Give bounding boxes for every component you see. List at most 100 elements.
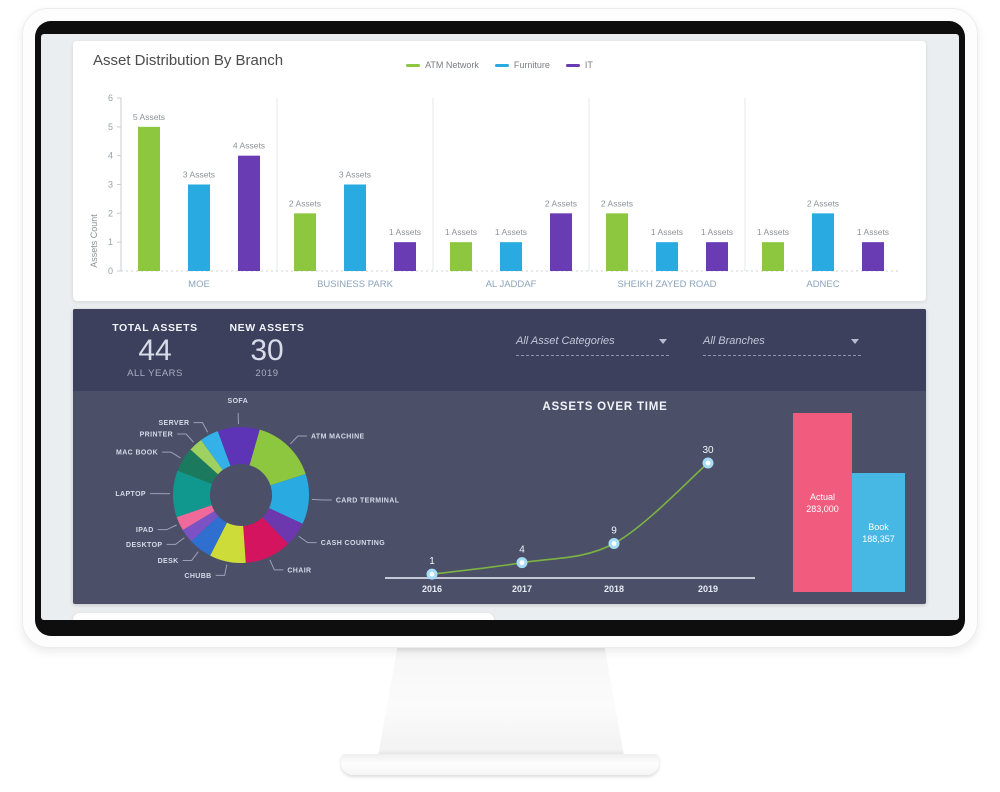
kpi-total-assets: TOTAL ASSETS 44 ALL YEARS bbox=[90, 322, 220, 379]
branch-label: ADNEC bbox=[806, 279, 839, 290]
asset-type-donut-chart: SOFA ATM MACHINE CARD TERMINAL CASH COUNTIN… bbox=[115, 398, 400, 580]
monitor-bezel: Asset Distribution By Branch ATM Network… bbox=[35, 21, 965, 636]
branch-label: BUSINESS PARK bbox=[317, 279, 394, 290]
value-bar-amount: 188,357 bbox=[862, 533, 895, 544]
year-label: 2016 bbox=[422, 584, 442, 594]
bar-value-label: 1 Assets bbox=[651, 227, 683, 237]
legend-label: Furniture bbox=[513, 60, 550, 70]
value-bar-actual: Actual 283,000 bbox=[793, 413, 852, 592]
branches-dropdown[interactable]: All Branches bbox=[703, 331, 861, 356]
legend-item-atm-network: ATM Network bbox=[406, 60, 479, 70]
donut-segment-mac-book bbox=[177, 449, 218, 484]
legend-label: ATM Network bbox=[425, 60, 479, 70]
new-assets-sub: 2019 bbox=[255, 368, 279, 379]
year-label: 2019 bbox=[698, 584, 718, 594]
new-assets-value: 30 bbox=[250, 334, 284, 367]
branch-label: SHEIKH ZAYED ROAD bbox=[617, 279, 716, 290]
bar-value-label: 5 Assets bbox=[133, 112, 165, 122]
bar-it bbox=[550, 213, 572, 271]
point-value-label: 4 bbox=[519, 545, 525, 556]
donut-segment-atm-machine bbox=[249, 429, 306, 486]
donut-label: ATM MACHINE bbox=[311, 434, 365, 441]
donut-segment-ipad bbox=[176, 505, 215, 531]
donut-label: CARD TERMINAL bbox=[336, 498, 400, 505]
bar-value-label: 2 Assets bbox=[807, 198, 839, 208]
value-bar-amount: 283,000 bbox=[806, 503, 839, 514]
branch-label: AL JADDAF bbox=[486, 279, 537, 290]
bar-furniture bbox=[656, 242, 678, 271]
bar-atm-network bbox=[762, 242, 784, 271]
value-bar-label: Book bbox=[868, 521, 889, 532]
dashboard-screen: Asset Distribution By Branch ATM Network… bbox=[41, 34, 959, 620]
bar-atm-network bbox=[450, 242, 472, 271]
legend-label: IT bbox=[584, 60, 593, 70]
bar-it bbox=[706, 242, 728, 271]
point-value-label: 30 bbox=[702, 445, 714, 456]
donut-label: SERVER bbox=[158, 420, 189, 427]
donut-segment-chair bbox=[243, 517, 289, 563]
bar-value-label: 2 Assets bbox=[545, 198, 577, 208]
y-tick-label: 5 bbox=[108, 122, 113, 132]
donut-label: LAPTOP bbox=[115, 491, 146, 498]
bar-value-label: 3 Assets bbox=[339, 170, 371, 180]
kpi-panel: TOTAL ASSETS 44 ALL YEARS NEW ASSETS 30 … bbox=[73, 309, 926, 604]
bar-furniture bbox=[344, 184, 366, 271]
donut-segment-sofa bbox=[217, 427, 260, 466]
bar-furniture bbox=[500, 242, 522, 271]
bar-furniture bbox=[812, 213, 834, 271]
donut-segment-printer bbox=[190, 439, 223, 475]
total-assets-label: TOTAL ASSETS bbox=[112, 322, 198, 334]
total-assets-value: 44 bbox=[138, 334, 172, 367]
donut-label: SOFA bbox=[228, 398, 249, 405]
branches-value: All Branches bbox=[703, 335, 765, 347]
donut-label: CHAIR bbox=[287, 567, 311, 574]
bar-furniture bbox=[188, 184, 210, 271]
monitor-stand-base bbox=[341, 754, 659, 775]
asset-categories-value: All Asset Categories bbox=[516, 335, 615, 347]
bar-value-label: 1 Assets bbox=[857, 227, 889, 237]
y-tick-label: 0 bbox=[108, 266, 113, 276]
new-assets-label: NEW ASSETS bbox=[229, 322, 305, 334]
asset-categories-dropdown[interactable]: All Asset Categories bbox=[516, 331, 669, 356]
bar-atm-network bbox=[606, 213, 628, 271]
y-tick-label: 3 bbox=[108, 180, 113, 190]
donut-label: IPAD bbox=[136, 527, 154, 534]
value-bar-book: Book 188,357 bbox=[852, 473, 905, 592]
legend-item-it: IT bbox=[565, 60, 593, 70]
actual-vs-book-bars: Actual 283,000 Book 188,357 bbox=[793, 413, 905, 592]
bar-it bbox=[862, 242, 884, 271]
bar-value-label: 1 Assets bbox=[445, 227, 477, 237]
donut-segment-desktop bbox=[182, 510, 219, 542]
assets-over-time-chart: 1 2016 4 2017 9 2018 30 2019 bbox=[385, 445, 755, 594]
y-tick-label: 6 bbox=[108, 93, 113, 103]
total-assets-sub: ALL YEARS bbox=[127, 368, 183, 379]
year-label: 2018 bbox=[604, 584, 624, 594]
legend-dash-icon bbox=[494, 63, 509, 67]
donut-label: PRINTER bbox=[140, 432, 174, 439]
bar-it bbox=[394, 242, 416, 271]
donut-segment-desk bbox=[191, 516, 227, 556]
bar-atm-network bbox=[138, 126, 160, 271]
donut-segment-cash-counting bbox=[262, 508, 303, 544]
partial-card-below bbox=[73, 613, 494, 620]
donut-label: DESK bbox=[158, 558, 179, 565]
legend-dash-icon bbox=[406, 63, 421, 67]
donut-label: MAC BOOK bbox=[116, 450, 158, 457]
branch-label: MOE bbox=[188, 279, 210, 290]
donut-label: CHUBB bbox=[184, 573, 211, 580]
branch-chart-legend: ATM Network Furniture IT bbox=[73, 60, 926, 70]
donut-segment-card-terminal bbox=[269, 473, 309, 524]
kpi-new-assets: NEW ASSETS 30 2019 bbox=[202, 322, 332, 379]
chevron-down-icon bbox=[851, 339, 859, 344]
branch-chart-title: Asset Distribution By Branch bbox=[93, 52, 284, 69]
donut-segment-chubb bbox=[210, 522, 246, 563]
bar-value-label: 1 Assets bbox=[701, 227, 733, 237]
bar-atm-network bbox=[294, 213, 316, 271]
point-value-label: 1 bbox=[429, 556, 435, 567]
donut-segment-server bbox=[201, 431, 231, 470]
legend-item-furniture: Furniture bbox=[494, 60, 550, 70]
year-label: 2017 bbox=[512, 584, 532, 594]
y-tick-label: 4 bbox=[108, 151, 113, 161]
bar-value-label: 2 Assets bbox=[601, 198, 633, 208]
y-tick-label: 2 bbox=[108, 208, 113, 218]
